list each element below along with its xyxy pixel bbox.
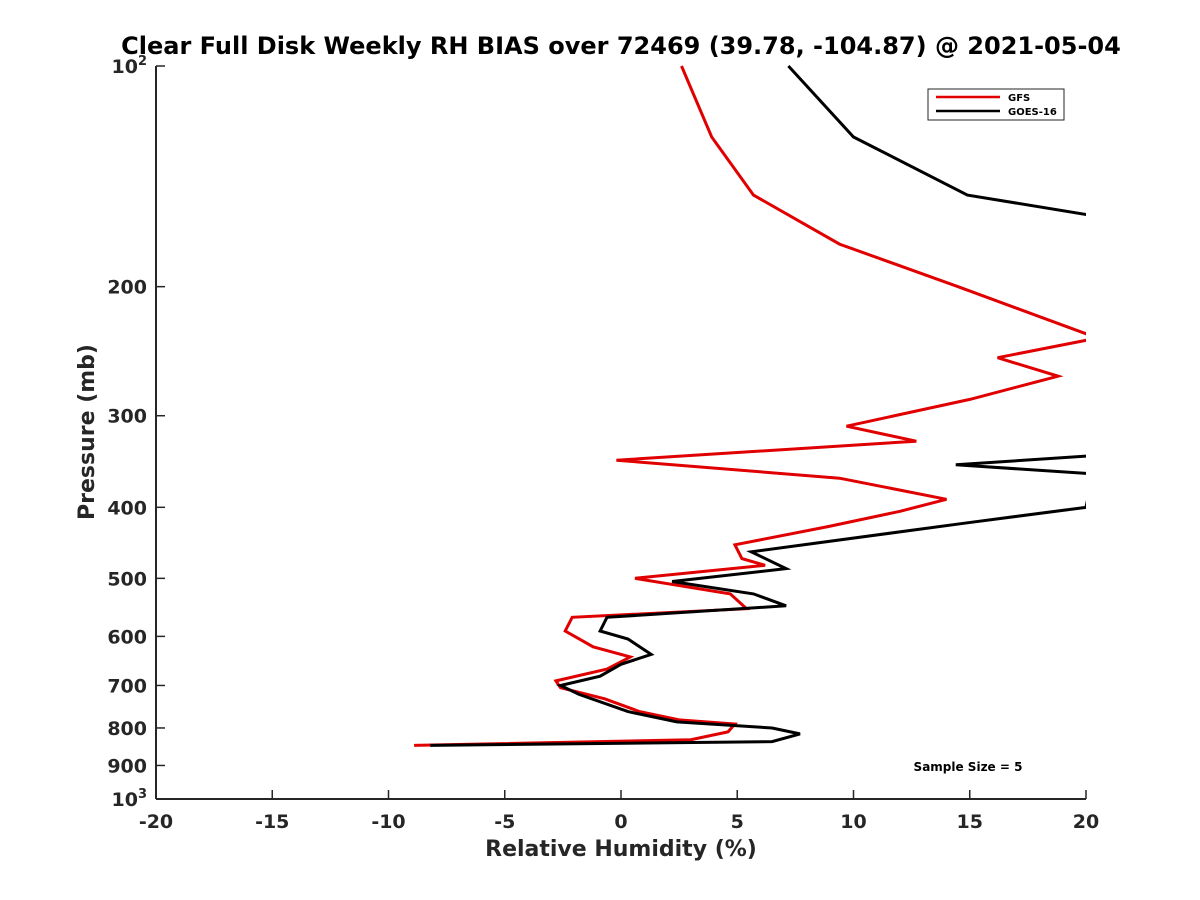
legend-label-goes16: GOES-16 <box>1008 107 1057 118</box>
legend: GFS GOES-16 <box>927 88 1065 121</box>
y-tick-label: 600 <box>107 626 147 648</box>
y-tick-label: 500 <box>107 568 147 590</box>
x-tick-label: 20 <box>1073 811 1099 833</box>
y-tick-label: 102 <box>112 54 148 78</box>
series-layer <box>414 64 1086 747</box>
sample-size-annotation: Sample Size = 5 <box>914 760 1023 774</box>
chart-title: Clear Full Disk Weekly RH BIAS over 7246… <box>121 32 1121 60</box>
x-tick-label: -10 <box>371 811 405 833</box>
y-tick-label: 900 <box>107 755 147 777</box>
y-tick-label: 700 <box>107 675 147 697</box>
x-axis-label: Relative Humidity (%) <box>485 837 757 862</box>
y-axis-label: Pressure (mb) <box>75 344 100 520</box>
y-tick-label: 800 <box>107 718 147 740</box>
y-tick-label: 400 <box>107 497 147 519</box>
x-tick-label: 0 <box>614 811 627 833</box>
x-tick-label: 15 <box>957 811 983 833</box>
x-tick-label: -5 <box>494 811 515 833</box>
y-tick-label: 103 <box>112 787 148 811</box>
x-tick-label: -20 <box>139 811 173 833</box>
series-line-goes16 <box>430 64 1086 747</box>
series-line-gfs <box>414 65 1086 747</box>
x-tick-label: 5 <box>731 811 744 833</box>
x-ticks: -20 -15 -10 -5 0 5 10 15 20 <box>139 790 1099 833</box>
x-tick-label: -15 <box>255 811 289 833</box>
legend-label-gfs: GFS <box>1008 93 1030 104</box>
y-tick-label: 200 <box>107 277 147 299</box>
x-tick-label: 10 <box>840 811 866 833</box>
legend-box <box>927 88 1065 121</box>
y-tick-label: 300 <box>107 406 147 428</box>
y-ticks: 102 200 300 400 500 600 700 800 900 103 <box>107 54 165 811</box>
